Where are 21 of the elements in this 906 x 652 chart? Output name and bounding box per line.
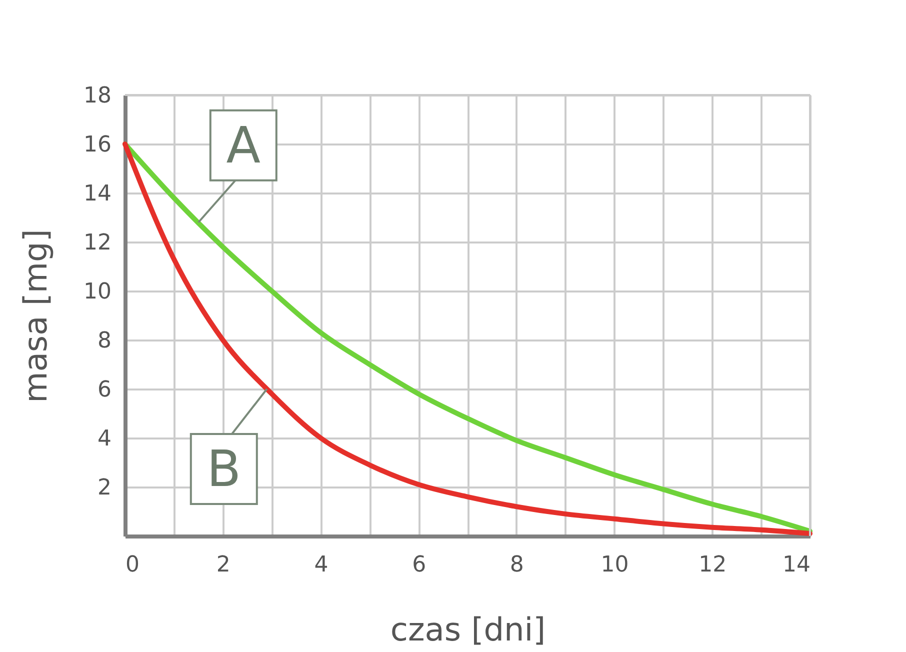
y-tick-label: 16 — [84, 132, 112, 158]
x-tick-label: 2 — [216, 552, 230, 578]
x-tick-label: 4 — [314, 552, 328, 578]
y-tick-label: 4 — [98, 426, 112, 452]
y-tick-label: 8 — [98, 328, 112, 354]
x-tick-label: 14 — [782, 552, 810, 578]
y-tick-label: 6 — [98, 378, 112, 402]
y-tick-label: 2 — [98, 476, 112, 500]
y-tick-label: 12 — [84, 230, 112, 256]
y-tick-label: 10 — [84, 280, 112, 304]
x-tick-label: 0 — [126, 552, 140, 578]
x-tick-label: 12 — [698, 552, 727, 578]
x-tick-label: 8 — [510, 552, 524, 578]
annotation: A — [226, 116, 260, 174]
x-axis-title: czas [dni] — [390, 610, 546, 648]
y-tick-label: 18 — [84, 84, 112, 108]
x-tick-label: 6 — [412, 552, 426, 578]
y-axis-title: masa [mg] — [16, 229, 55, 403]
y-tick-label: 14 — [84, 182, 112, 206]
annotation: B — [206, 440, 242, 498]
x-tick-label: 10 — [600, 552, 629, 578]
